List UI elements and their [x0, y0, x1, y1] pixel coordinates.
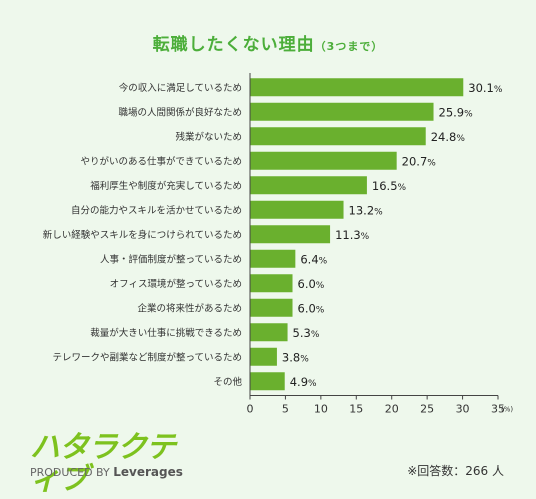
category-label: 企業の将来性があるため [137, 302, 242, 314]
chart-title: 転職したくない理由（3つまで） [0, 30, 536, 55]
category-label: やりがいのある仕事ができているため [80, 155, 242, 167]
value-label: 6.0% [298, 277, 325, 291]
logo-mark: ハタラクティブ [30, 430, 176, 497]
value-label: 13.2% [349, 203, 384, 217]
value-label: 6.0% [298, 301, 325, 315]
x-unit-label: (%) [501, 406, 513, 414]
value-label: 20.7% [402, 154, 437, 168]
x-tick-label: 5 [282, 403, 289, 416]
x-tick-label: 35 [491, 403, 505, 416]
category-label: 人事・評価制度が整っているため [100, 253, 242, 265]
logo-byline-prefix: PRODUCED BY [30, 466, 110, 479]
category-label: 残業がないため [175, 131, 242, 143]
x-tick-label: 30 [456, 403, 470, 416]
bar [250, 200, 344, 219]
logo-byline-brand: Leverages [113, 465, 183, 479]
category-label: 今の収入に満足しているため [119, 82, 242, 94]
value-label: 5.3% [293, 326, 320, 340]
bar [250, 298, 293, 317]
x-tick-label: 10 [314, 403, 328, 416]
value-label: 6.4% [300, 252, 327, 266]
bar [250, 372, 285, 391]
x-tick-label: 15 [349, 403, 363, 416]
x-tick-label: 25 [420, 403, 434, 416]
value-label: 25.9% [439, 105, 474, 119]
bar [250, 249, 296, 268]
bar [250, 347, 277, 366]
value-label: 16.5% [372, 179, 407, 193]
value-label: 4.9% [290, 375, 317, 389]
bar [250, 78, 464, 97]
x-tick-label: 0 [247, 403, 254, 416]
logo: ハタラクティブ PRODUCED BY Leverages [30, 432, 190, 496]
value-label: 11.3% [335, 228, 370, 242]
chart-title-main: 転職したくない理由 [152, 35, 315, 55]
footnote: ※回答数：266 人 [407, 464, 504, 478]
bar [250, 151, 397, 170]
category-label: 新しい経験やスキルを身につけられているため [43, 229, 242, 241]
bar [250, 274, 293, 293]
category-label: オフィス環境が整っているため [110, 278, 242, 290]
category-label: 裁量が大きい仕事に挑戦できるため [90, 327, 242, 339]
bar [250, 127, 426, 146]
value-label: 30.1% [468, 81, 503, 95]
chart-title-sub: （3つまで） [314, 40, 384, 53]
value-label: 3.8% [282, 350, 309, 364]
bar [250, 176, 367, 195]
category-label: 福利厚生や制度が充実しているため [90, 180, 242, 192]
category-label: 職場の人間関係が良好なため [118, 106, 242, 118]
category-label: 自分の能力やスキルを活かせているため [71, 204, 242, 216]
bar [250, 102, 434, 121]
category-label: その他 [213, 376, 242, 388]
value-label: 24.8% [431, 130, 466, 144]
x-tick-label: 20 [385, 403, 399, 416]
logo-byline: PRODUCED BY Leverages [30, 465, 183, 479]
bar [250, 225, 331, 244]
bar [250, 323, 288, 342]
category-label: テレワークや副業など制度が整っているため [52, 351, 242, 363]
